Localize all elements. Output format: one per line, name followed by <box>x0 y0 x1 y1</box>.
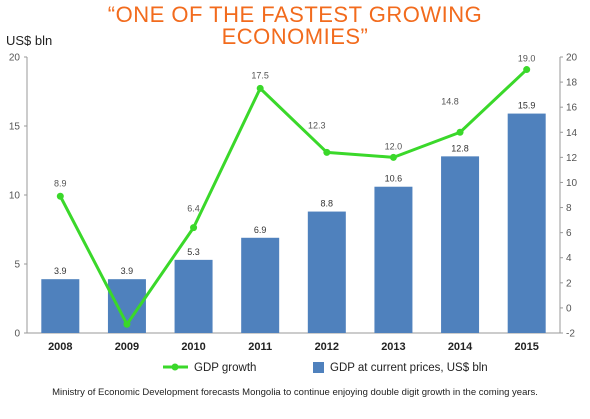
gdp-growth-value-label: 14.8 <box>441 96 459 106</box>
x-axis-category-label: 2013 <box>381 341 405 353</box>
x-axis-category-label: 2015 <box>514 341 538 353</box>
gdp-growth-point <box>256 84 264 92</box>
gdp-growth-point <box>523 66 531 74</box>
gdp-bar <box>374 186 413 333</box>
right-axis-tick-label: 8 <box>566 203 572 214</box>
gdp-bar-value-label: 3.9 <box>54 266 67 276</box>
right-axis-tick-label: 12 <box>566 153 578 164</box>
left-axis-unit-label: US$ bln <box>6 33 53 48</box>
right-axis-tick-label: 4 <box>566 253 572 264</box>
gdp-bar-value-label: 5.3 <box>187 247 200 257</box>
gdp-growth-point <box>323 148 331 156</box>
gdp-bar <box>441 156 480 333</box>
gdp-bar <box>307 211 346 333</box>
legend-label-gdp-current-prices: GDP at current prices, US$ bln <box>330 362 488 374</box>
gdp-growth-value-label: 12.3 <box>308 120 326 130</box>
right-axis-tick-label: 6 <box>566 228 572 239</box>
gdp-bar-value-label: 10.6 <box>385 174 403 184</box>
right-axis-tick-label: 2 <box>566 278 572 289</box>
gdp-growth-value-label: 6.4 <box>187 204 200 214</box>
x-axis-category-label: 2009 <box>115 341 139 353</box>
gdp-bar <box>174 259 213 333</box>
right-axis-tick-label: 0 <box>566 303 572 314</box>
footnote: Ministry of Economic Development forecas… <box>52 387 538 398</box>
gdp-bar <box>507 113 546 333</box>
gdp-growth-value-label: 8.9 <box>54 178 67 188</box>
gdp-growth-point <box>123 320 131 328</box>
right-axis-tick-label: 16 <box>566 103 578 114</box>
right-axis-tick-label: 10 <box>566 178 578 189</box>
x-axis-category-label: 2008 <box>48 341 72 353</box>
gdp-growth-point <box>389 153 397 161</box>
legend-bar-swatch <box>313 362 324 373</box>
gdp-growth-value-label: 17.5 <box>251 70 269 80</box>
gdp-growth-line <box>58 68 528 326</box>
left-axis-tick-label: 20 <box>9 53 21 64</box>
x-axis-category-label: 2010 <box>181 341 205 353</box>
gdp-bar-value-label: 12.8 <box>451 143 469 153</box>
right-axis-tick-label: 20 <box>566 53 578 64</box>
left-axis-tick-label: 10 <box>9 191 21 202</box>
left-axis-tick-label: 5 <box>14 260 20 271</box>
gdp-bar-value-label: 15.9 <box>518 101 536 111</box>
right-axis-tick-label: -2 <box>566 329 575 340</box>
gdp-growth-value-label: 19.0 <box>518 54 536 64</box>
chart-title-line2: ECONOMIES” <box>221 24 369 49</box>
gdp-bar <box>41 279 80 333</box>
x-axis-category-label: 2014 <box>448 341 473 353</box>
chart-title-line1: “ONE OF THE FASTEST GROWING <box>107 2 483 27</box>
legend-line-marker <box>171 363 179 371</box>
gdp-bar-value-label: 6.9 <box>254 225 267 235</box>
gdp-growth-value-label: 12.0 <box>385 141 403 151</box>
gdp-growth-point <box>190 224 198 232</box>
gdp-bar-value-label: 8.8 <box>321 199 334 209</box>
gdp-growth-point <box>56 192 64 200</box>
legend-label-gdp-growth: GDP growth <box>194 362 256 374</box>
left-axis-tick-label: 0 <box>14 329 20 340</box>
gdp-bar <box>241 237 280 333</box>
x-axis-category-label: 2012 <box>315 341 339 353</box>
gdp-bar-value-label: 3.9 <box>121 266 134 276</box>
right-axis-tick-label: 14 <box>566 128 578 139</box>
gdp-growth-point <box>456 128 464 136</box>
x-axis-category-label: 2011 <box>248 341 272 353</box>
right-axis-tick-label: 18 <box>566 78 578 89</box>
left-axis-tick-label: 15 <box>9 122 21 133</box>
